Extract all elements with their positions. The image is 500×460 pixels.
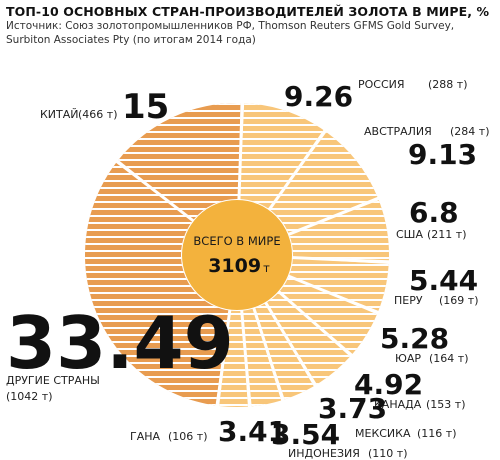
slice-stripes bbox=[118, 103, 241, 220]
slice-tonnes-label: (211 т) bbox=[427, 228, 466, 241]
slice-stripes bbox=[279, 276, 377, 354]
slice-4 bbox=[279, 276, 377, 354]
center-label: ВСЕГО В МИРЕ bbox=[193, 234, 280, 248]
slice-stripes bbox=[289, 200, 389, 261]
slice-name-label: ИНДОНЕЗИЯ bbox=[288, 447, 360, 460]
source-line-1: Источник: Союз золотопромышленников РФ, … bbox=[6, 20, 455, 32]
slice-value-label: 4.92 bbox=[354, 368, 423, 401]
slice-separator bbox=[263, 300, 318, 388]
slice-separator bbox=[215, 308, 232, 408]
slice-stripes bbox=[289, 258, 389, 311]
center-total-value: 3109 bbox=[208, 255, 261, 277]
slice-name-label: ГАНА bbox=[130, 430, 161, 443]
slice-tonnes-label: (1042 т) bbox=[6, 390, 52, 403]
donut-slices bbox=[85, 101, 391, 409]
slice-tonnes-label: (164 т) bbox=[429, 352, 468, 365]
slice-3 bbox=[289, 258, 389, 311]
slice-1 bbox=[269, 132, 378, 234]
slice-value-label: 5.28 bbox=[380, 322, 449, 355]
slice-stripes bbox=[242, 308, 282, 407]
chart-header: ТОП-10 ОСНОВНЫХ СТРАН-ПРОИЗВОДИТЕЛЕЙ ЗОЛ… bbox=[6, 4, 496, 47]
slice-value-label: 3.54 bbox=[271, 418, 340, 451]
slice-value-label: 9.13 bbox=[408, 138, 477, 171]
slice-value-label: 15 bbox=[122, 87, 169, 127]
slice-separator bbox=[237, 101, 244, 202]
slice-separator bbox=[290, 256, 391, 264]
slice-name-label: КАНАДА bbox=[374, 398, 422, 411]
slice-separator bbox=[251, 306, 285, 403]
slice-separator bbox=[286, 196, 381, 237]
slice-value-label: 3.73 bbox=[318, 392, 387, 425]
slice-tonnes-label: (284 т) bbox=[450, 125, 489, 138]
slice-name-label: США bbox=[396, 228, 423, 241]
slice-separator bbox=[114, 159, 196, 223]
slice-tonnes-label: (169 т) bbox=[439, 294, 478, 307]
slice-stripes bbox=[266, 292, 351, 385]
slice-stripes bbox=[219, 310, 248, 407]
slice-tonnes-label: (288 т) bbox=[428, 78, 467, 91]
slice-value-label: 6.8 bbox=[409, 196, 459, 229]
slice-2 bbox=[289, 200, 389, 261]
slice-stripes bbox=[269, 132, 378, 234]
slice-7 bbox=[242, 308, 282, 407]
slice-10 bbox=[118, 103, 241, 220]
slice-name-label: ПЕРУ bbox=[394, 294, 423, 307]
slice-value-label: 33.49 bbox=[6, 301, 234, 385]
slice-0 bbox=[239, 103, 324, 209]
slice-stripes bbox=[85, 162, 230, 406]
slice-separator bbox=[276, 289, 354, 358]
source-line-2: Surbiton Associates Pty (по итогам 2014 … bbox=[6, 34, 256, 46]
slice-stripes bbox=[239, 103, 324, 209]
chart-title: ТОП-10 ОСНОВНЫХ СТРАН-ПРОИЗВОДИТЕЛЕЙ ЗОЛ… bbox=[6, 4, 490, 19]
slice-tonnes-label: (116 т) bbox=[417, 427, 456, 440]
slice-name-label: ДРУГИЕ СТРАНЫ bbox=[6, 374, 100, 387]
slice-8 bbox=[219, 310, 248, 407]
slice-6 bbox=[254, 303, 314, 400]
center-disc bbox=[182, 200, 292, 310]
slice-value-label: 5.44 bbox=[409, 264, 478, 297]
slice-name-label: МЕКСИКА bbox=[355, 427, 411, 440]
slice-name-label: АВСТРАЛИЯ bbox=[364, 125, 432, 138]
slice-name-label: ЮАР bbox=[395, 352, 421, 365]
slice-tonnes-label: (153 т) bbox=[426, 398, 465, 411]
slice-tonnes-label: (110 т) bbox=[368, 447, 407, 460]
center-total-unit: т bbox=[263, 261, 270, 275]
slice-value-label: 3.41 bbox=[218, 415, 287, 448]
slice-stripes bbox=[254, 303, 314, 400]
slice-tonnes-label: (466 т) bbox=[78, 108, 117, 121]
slice-separator bbox=[240, 308, 252, 409]
slice-5 bbox=[266, 292, 351, 385]
center-total: 3109 т bbox=[208, 255, 270, 277]
slice-separator bbox=[286, 274, 381, 315]
slice-tonnes-label: (106 т) bbox=[168, 430, 207, 443]
slice-name-label: КИТАЙ bbox=[40, 108, 79, 121]
slice-9 bbox=[85, 162, 230, 406]
slice-value-label: 9.26 bbox=[284, 80, 353, 113]
slice-separator bbox=[267, 128, 328, 212]
slice-name-label: РОССИЯ bbox=[358, 78, 405, 91]
